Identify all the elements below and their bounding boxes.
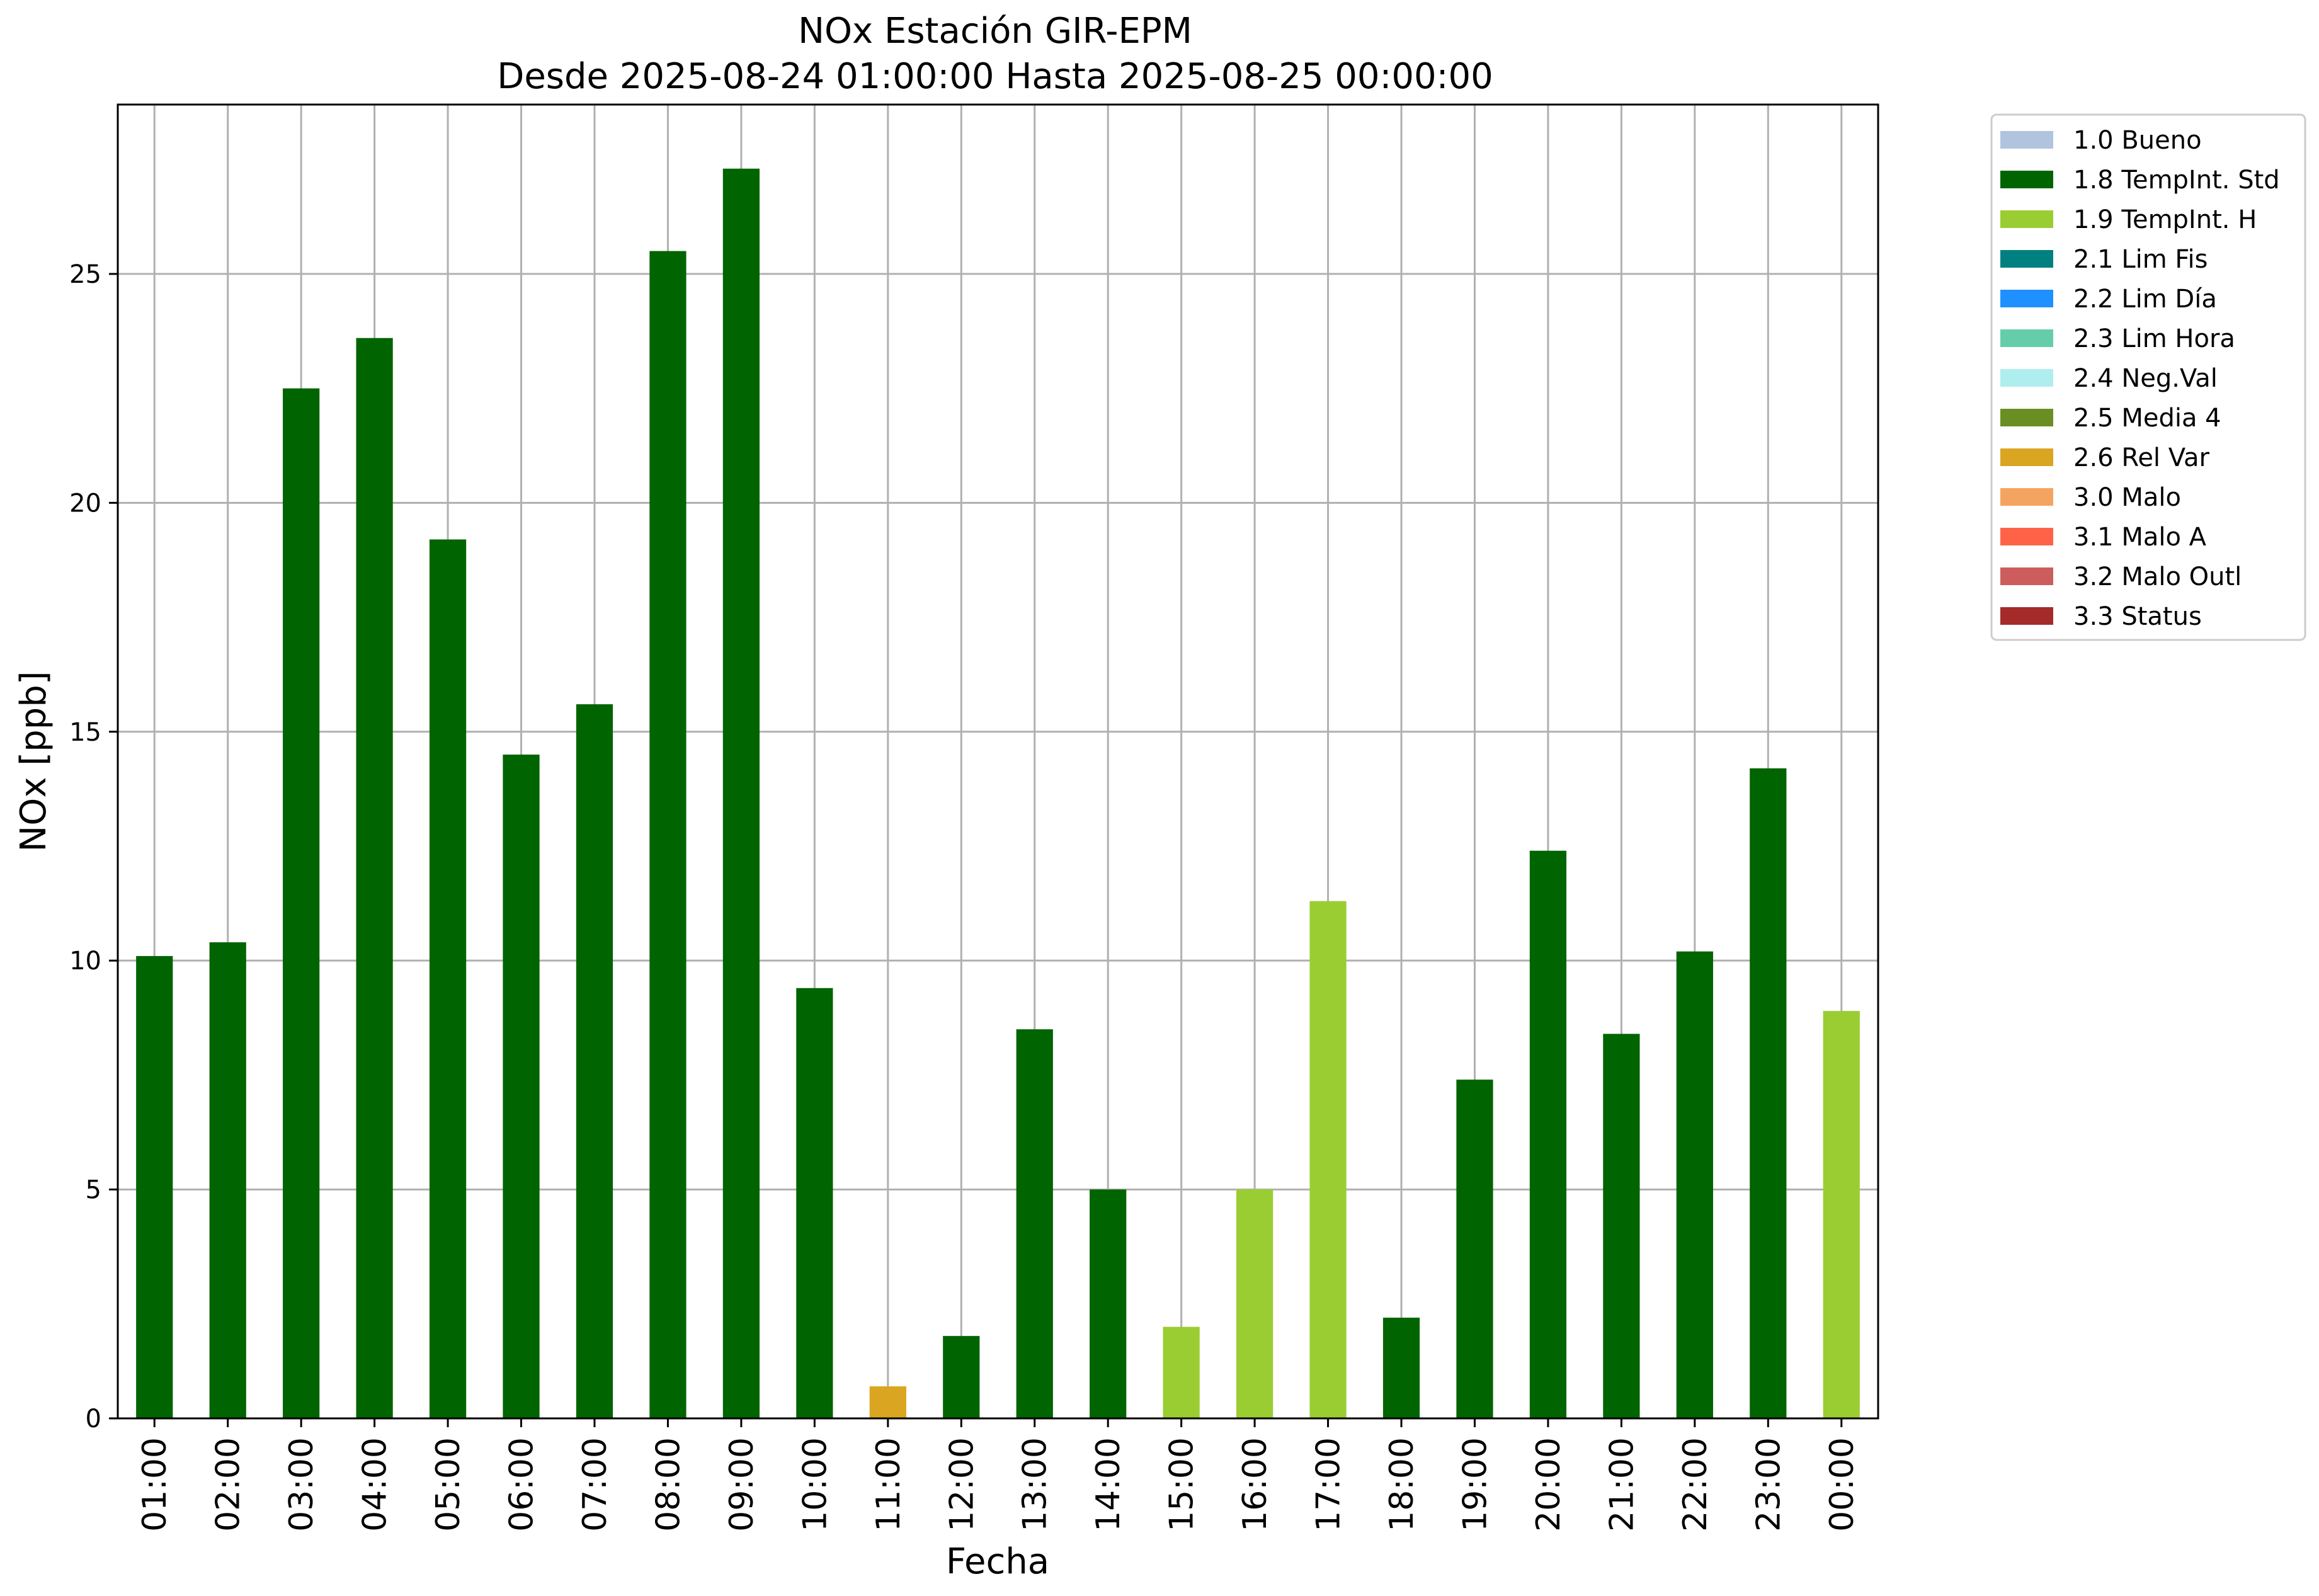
x-tick-label: 04:00 (356, 1437, 394, 1532)
bar-1400 (1090, 1189, 1127, 1418)
legend-entry: 3.1 Malo A (2073, 523, 2207, 552)
y-tick-label: 25 (69, 260, 101, 289)
legend-swatch (2000, 171, 2053, 188)
bar-1500 (1163, 1326, 1200, 1418)
legend-entry: 1.0 Bueno (2073, 126, 2202, 155)
plot-frame (117, 103, 1879, 1420)
bar-0000 (1823, 1011, 1860, 1418)
bar-0400 (356, 338, 393, 1419)
x-tick-label: 21:00 (1603, 1437, 1641, 1532)
legend-entry: 2.5 Media 4 (2073, 404, 2221, 433)
x-tick-label: 17:00 (1310, 1437, 1348, 1532)
legend-swatch (2000, 607, 2053, 625)
bar-0100 (136, 955, 173, 1418)
legend-entry: 3.2 Malo Outl (2073, 562, 2242, 591)
x-tick-label: 19:00 (1456, 1437, 1494, 1532)
legend-entry: 2.6 Rel Var (2073, 443, 2210, 472)
x-tick-label: 09:00 (723, 1437, 761, 1532)
legend-box (1990, 113, 2306, 641)
legend-swatch (2000, 290, 2053, 307)
legend-swatch (2000, 567, 2053, 585)
x-axis-ticks: 01:00 02:00 03:00 04:00 05:00 06:00 07:00 08:00… (136, 1418, 1861, 1532)
bar-0600 (503, 755, 540, 1418)
bar-1100 (869, 1386, 906, 1418)
legend-swatch (2000, 409, 2053, 426)
bar-2300 (1750, 768, 1787, 1418)
bar-0300 (283, 388, 320, 1418)
legend-swatch (2000, 528, 2053, 545)
legend-entry: 1.8 TempInt. Std (2073, 166, 2280, 195)
legend-entry: 3.3 Status (2073, 602, 2202, 631)
x-tick-label: 14:00 (1090, 1437, 1127, 1532)
y-axis-label: NOx [ppb] (13, 671, 54, 852)
bar-0200 (209, 942, 246, 1418)
x-tick-label: 05:00 (430, 1437, 467, 1532)
bars-group (136, 168, 1860, 1419)
legend-swatch (2000, 131, 2053, 149)
bar-1600 (1236, 1189, 1273, 1418)
bar-0800 (649, 251, 687, 1419)
x-tick-label: 00:00 (1823, 1437, 1861, 1532)
x-tick-label: 18:00 (1383, 1437, 1421, 1532)
y-tick-label: 10 (69, 947, 101, 976)
legend: 1.0 Bueno 1.8 TempInt. Std 1.9 TempInt. H 2… (1990, 113, 2306, 641)
bar-0900 (722, 168, 760, 1418)
legend-entry: 2.2 Lim Día (2073, 285, 2217, 314)
bar-2100 (1603, 1034, 1640, 1418)
x-tick-label: 23:00 (1750, 1437, 1787, 1532)
legend-swatch (2000, 488, 2053, 506)
bar-1300 (1016, 1029, 1053, 1418)
x-tick-label: 13:00 (1017, 1437, 1054, 1532)
x-tick-label: 03:00 (283, 1437, 321, 1532)
legend-swatch (2000, 329, 2053, 347)
x-tick-label: 10:00 (796, 1437, 834, 1532)
bar-1200 (943, 1336, 980, 1418)
legend-entry: 3.0 Malo (2073, 483, 2181, 512)
legend-entry: 2.1 Lim Fis (2073, 245, 2208, 274)
y-tick-label: 20 (69, 489, 101, 518)
bar-2000 (1529, 850, 1567, 1418)
x-tick-label: 02:00 (210, 1437, 248, 1532)
bar-2200 (1676, 951, 1713, 1418)
x-tick-label: 07:00 (576, 1437, 614, 1532)
x-axis-label: Fecha (946, 1541, 1049, 1582)
x-tick-label: 20:00 (1530, 1437, 1568, 1532)
x-tick-label: 15:00 (1163, 1437, 1201, 1532)
x-tick-label: 16:00 (1236, 1437, 1274, 1532)
y-tick-label: 15 (69, 718, 101, 747)
legend-entry: 1.9 TempInt. H (2073, 205, 2257, 234)
bar-1000 (796, 988, 833, 1418)
bar-1900 (1456, 1080, 1493, 1418)
chart-subtitle: Desde 2025-08-24 01:00:00 Hasta 2025-08-… (497, 56, 1493, 97)
y-axis-ticks: 0 5 10 15 20 25 (69, 260, 118, 1434)
bar-0500 (429, 539, 467, 1418)
legend-swatch (2000, 448, 2053, 466)
bar-1700 (1309, 901, 1347, 1418)
x-tick-label: 08:00 (649, 1437, 687, 1532)
x-tick-label: 12:00 (943, 1437, 981, 1532)
x-tick-label: 11:00 (870, 1437, 908, 1532)
y-tick-label: 5 (86, 1176, 101, 1205)
x-tick-label: 01:00 (136, 1437, 174, 1532)
legend-swatch (2000, 210, 2053, 228)
legend-swatch (2000, 369, 2053, 387)
bar-0700 (576, 704, 613, 1418)
legend-swatch (2000, 250, 2053, 268)
legend-entry: 2.3 Lim Hora (2073, 324, 2235, 353)
bar-1800 (1382, 1318, 1420, 1418)
x-tick-label: 22:00 (1677, 1437, 1714, 1532)
x-tick-label: 06:00 (503, 1437, 541, 1532)
y-tick-label: 0 (86, 1405, 101, 1434)
chart-title: NOx Estación GIR-EPM (798, 11, 1192, 52)
legend-entry: 2.4 Neg.Val (2073, 364, 2218, 393)
